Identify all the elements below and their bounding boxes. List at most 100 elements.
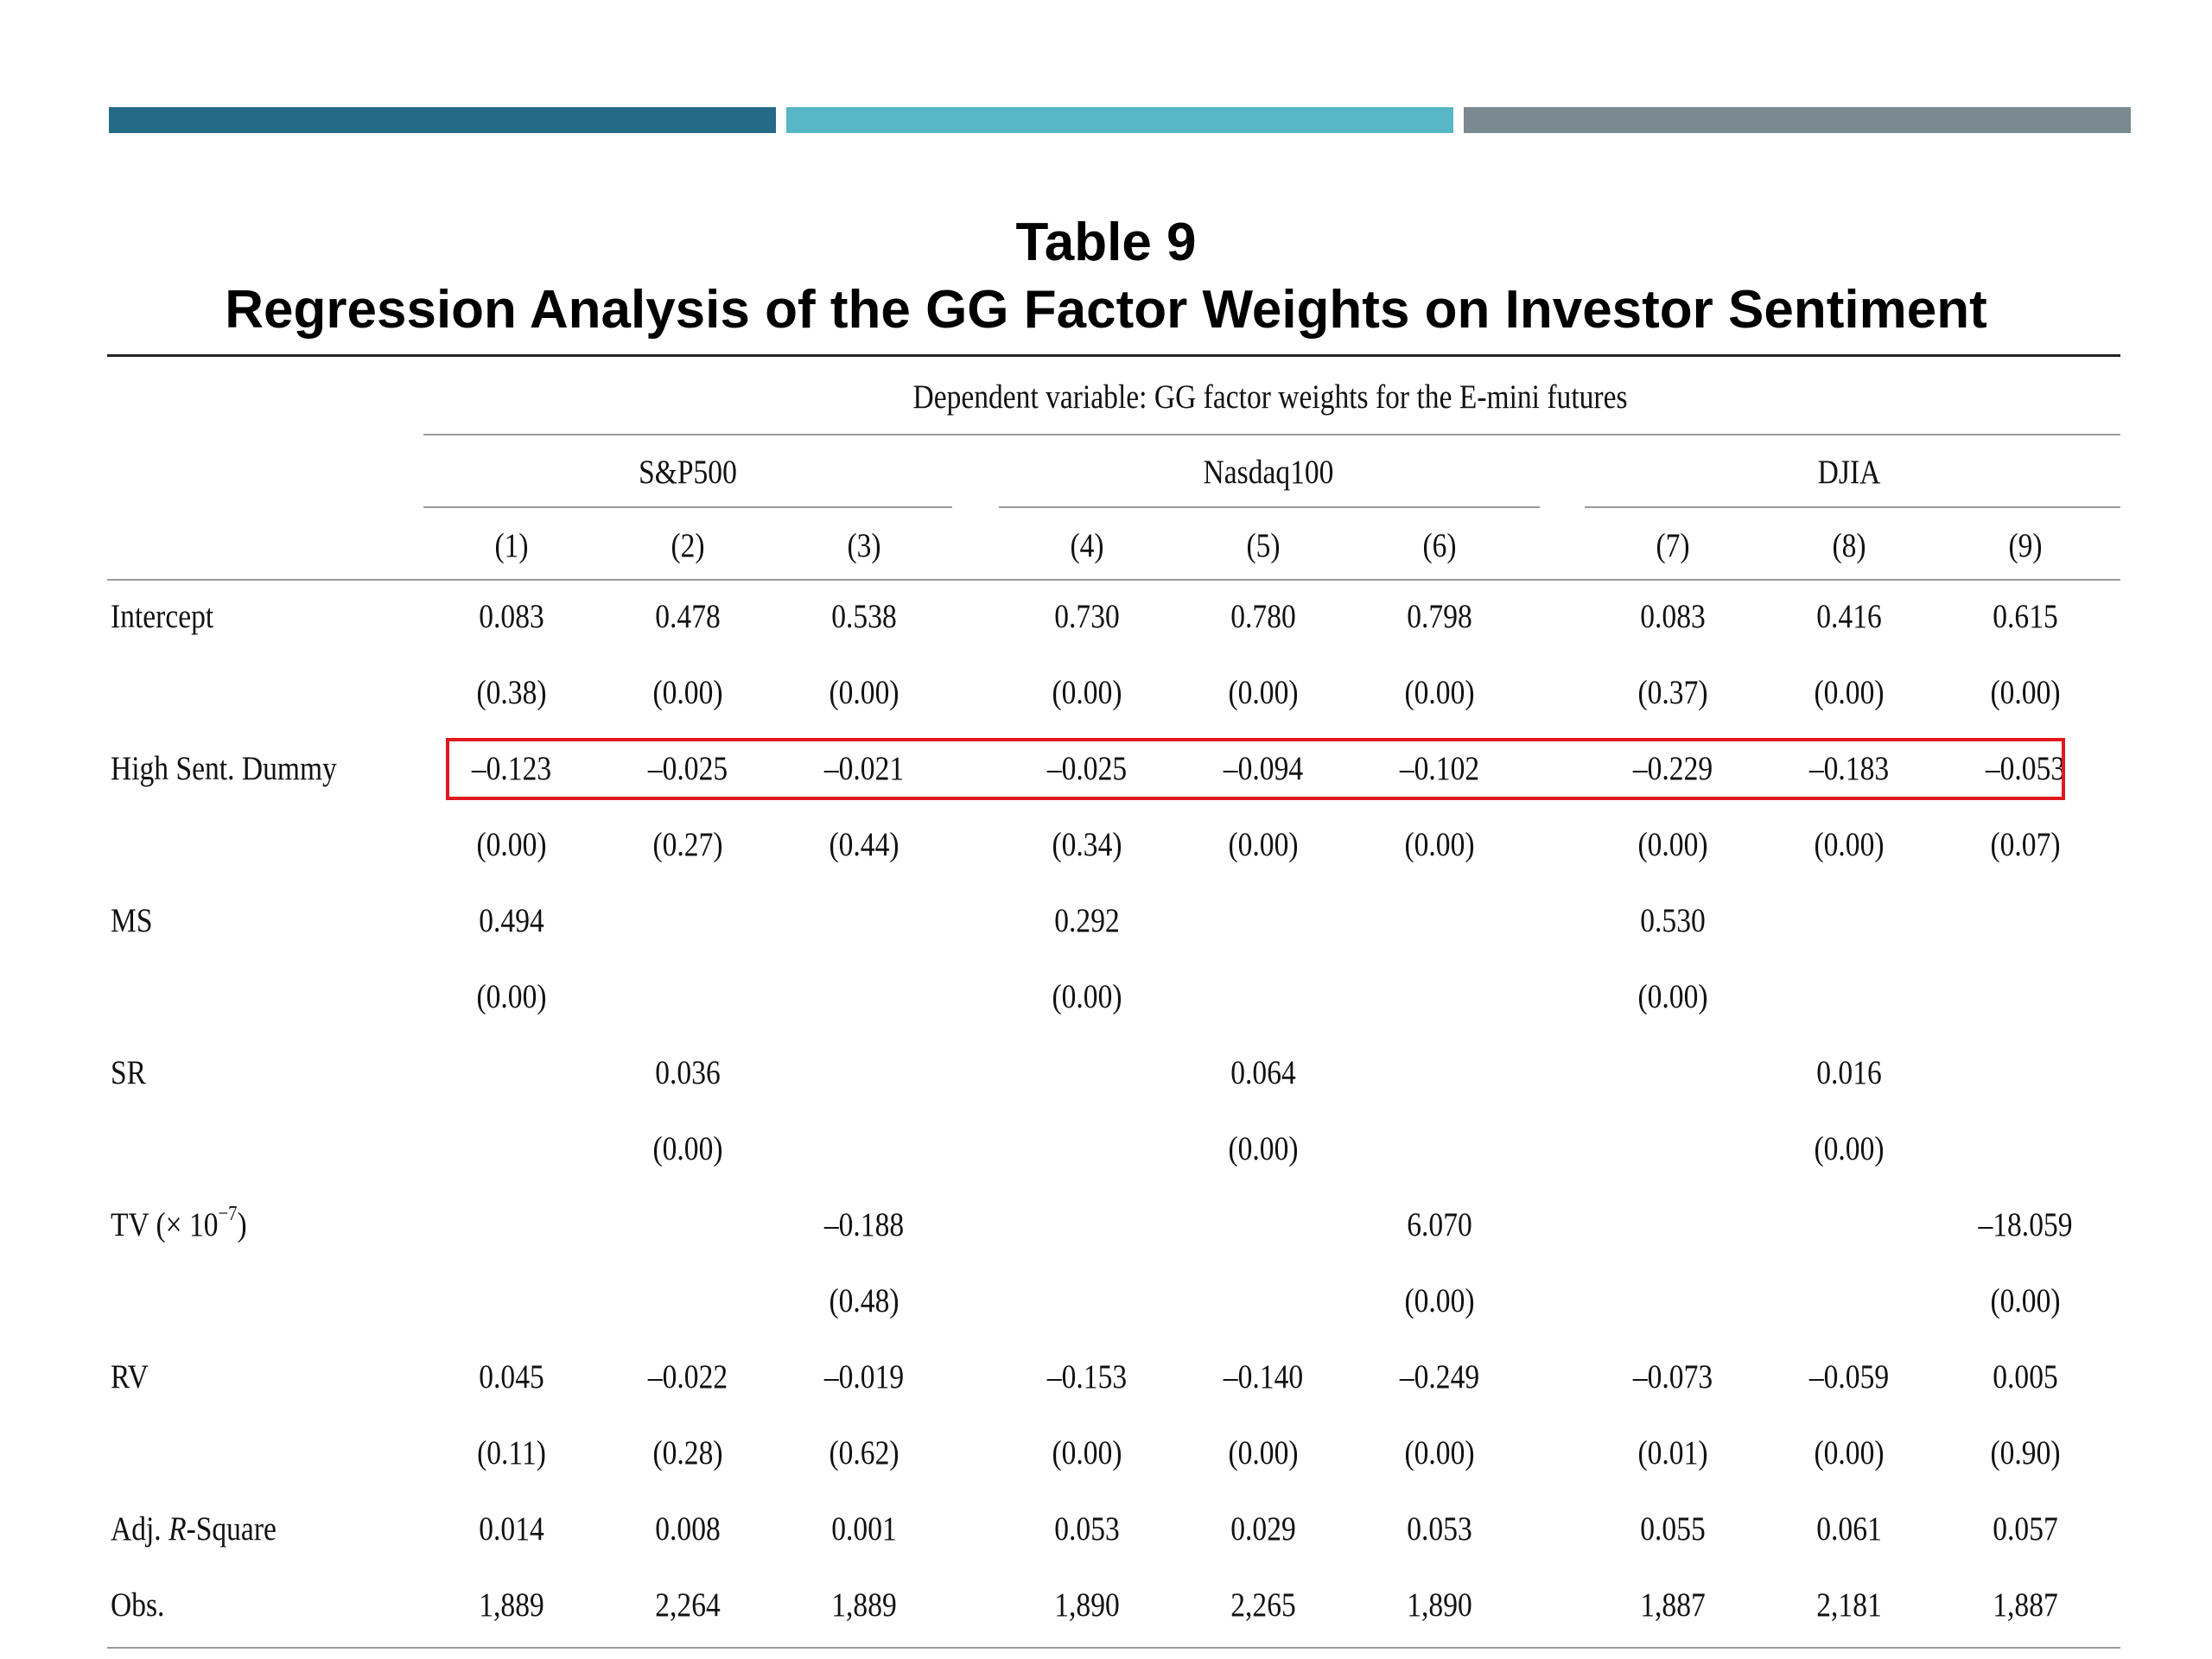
table-cell: (0.00) bbox=[1814, 674, 1885, 711]
row-label-tail: -Square bbox=[186, 1510, 276, 1548]
table-cell: 0.055 bbox=[1640, 1510, 1706, 1548]
table-cell: 0.053 bbox=[1407, 1510, 1472, 1548]
dependent-variable-label: Dependent variable: GG factor weights fo… bbox=[912, 378, 1628, 416]
table-cell: 0.053 bbox=[1054, 1510, 1120, 1548]
table-cell: 6.070 bbox=[1407, 1206, 1472, 1243]
table-cell: (0.00) bbox=[829, 674, 899, 711]
table-cell: –0.188 bbox=[823, 1206, 905, 1243]
table-cell: –0.123 bbox=[471, 750, 552, 787]
table-cell: (0.00) bbox=[1814, 1130, 1885, 1167]
table-cell: –0.019 bbox=[823, 1358, 905, 1395]
table-cell: 0.005 bbox=[1993, 1358, 2058, 1395]
column-header-9: (9) bbox=[2008, 527, 2043, 564]
group-rule-djia bbox=[1585, 506, 2120, 508]
row-label: RV bbox=[111, 1360, 149, 1394]
table-cell: –0.102 bbox=[1399, 750, 1480, 787]
row-label-text: Adj. bbox=[111, 1510, 169, 1548]
header-bar-1 bbox=[109, 107, 776, 133]
table-cell: (0.00) bbox=[1404, 674, 1475, 711]
table-cell: –0.022 bbox=[647, 1358, 728, 1395]
table-cell: (0.62) bbox=[829, 1434, 899, 1471]
page-subtitle: Regression Analysis of the GG Factor Wei… bbox=[225, 280, 1987, 340]
table-cell: 0.538 bbox=[831, 598, 897, 635]
table-cell: 2,181 bbox=[1816, 1586, 1882, 1624]
table-cell: –0.073 bbox=[1632, 1358, 1713, 1395]
row-label-text: Intercept bbox=[111, 598, 214, 635]
table-cell: 0.057 bbox=[1993, 1510, 2058, 1548]
high-sent-dummy-highlight bbox=[446, 738, 2065, 800]
table-cell: 0.036 bbox=[655, 1054, 721, 1091]
table-cell: 0.530 bbox=[1640, 902, 1706, 939]
table-cell: 0.014 bbox=[479, 1510, 544, 1548]
table-cell: 0.730 bbox=[1054, 598, 1120, 635]
column-header-8: (8) bbox=[1832, 527, 1866, 564]
table-cell: (0.34) bbox=[1052, 826, 1122, 863]
table-cell: 2,265 bbox=[1230, 1586, 1296, 1624]
table-cell: –0.183 bbox=[1808, 750, 1890, 787]
table-cell: –0.249 bbox=[1399, 1358, 1480, 1395]
table-cell: (0.00) bbox=[1990, 674, 2061, 711]
table-cell: –18.059 bbox=[1978, 1206, 2073, 1243]
table-cell: (0.00) bbox=[1228, 674, 1299, 711]
table-cell: (0.00) bbox=[1404, 826, 1475, 863]
table-cell: 0.001 bbox=[831, 1510, 897, 1548]
row-label-text: Obs. bbox=[111, 1586, 165, 1624]
table-cell: 0.029 bbox=[1230, 1510, 1296, 1548]
table-cell: 0.494 bbox=[479, 902, 544, 939]
group-label-sp500: S&P500 bbox=[639, 454, 737, 491]
group-label-nasdaq100: Nasdaq100 bbox=[1203, 454, 1334, 491]
table-cell: (0.00) bbox=[1814, 826, 1885, 863]
table-cell: –0.140 bbox=[1223, 1358, 1304, 1395]
table-cell: 0.083 bbox=[1640, 598, 1706, 635]
table-cell: (0.00) bbox=[476, 826, 547, 863]
table-cell: (0.00) bbox=[652, 1130, 723, 1167]
table-cell: 2,264 bbox=[655, 1586, 721, 1624]
table-cell: 1,889 bbox=[831, 1586, 897, 1624]
table-cell: 0.416 bbox=[1816, 598, 1882, 635]
column-header-4: (4) bbox=[1070, 527, 1104, 564]
bottom-rule bbox=[107, 1647, 2120, 1649]
row-label: TV (× 10−7) bbox=[111, 1204, 247, 1242]
row-label: Obs. bbox=[111, 1588, 164, 1622]
table-cell: (0.00) bbox=[1228, 1434, 1299, 1471]
table-cell: (0.00) bbox=[1228, 826, 1299, 863]
page-title: Table 9 bbox=[1015, 213, 1197, 272]
table-cell: 0.061 bbox=[1816, 1510, 1882, 1548]
table-cell: (0.00) bbox=[1637, 978, 1708, 1015]
table-cell: –0.094 bbox=[1223, 750, 1304, 787]
row-label-text: SR bbox=[111, 1054, 147, 1091]
table-cell: (0.28) bbox=[652, 1434, 723, 1471]
table-cell: –0.021 bbox=[823, 750, 905, 787]
row-label: SR bbox=[111, 1056, 146, 1090]
row-label: MS bbox=[111, 904, 152, 938]
table-cell: (0.00) bbox=[1052, 978, 1122, 1015]
table-cell: 0.064 bbox=[1230, 1054, 1296, 1091]
table-cell: –0.053 bbox=[1985, 750, 2066, 787]
table-cell: (0.01) bbox=[1637, 1434, 1708, 1471]
row-label-text: RV bbox=[111, 1358, 149, 1395]
row-label-text: High Sent. Dummy bbox=[111, 750, 337, 787]
table-cell: 0.615 bbox=[1993, 598, 2058, 635]
column-header-5: (5) bbox=[1246, 527, 1281, 564]
row-label-italic: R bbox=[168, 1510, 187, 1548]
group-label-djia: DJIA bbox=[1817, 454, 1881, 491]
table-cell: (0.11) bbox=[477, 1434, 546, 1471]
table-cell: (0.00) bbox=[476, 978, 547, 1015]
header-bar-2 bbox=[786, 107, 1453, 133]
column-header-1: (1) bbox=[494, 527, 529, 564]
column-header-7: (7) bbox=[1656, 527, 1690, 564]
table-cell: (0.00) bbox=[1052, 1434, 1122, 1471]
table-cell: (0.38) bbox=[476, 674, 547, 711]
row-label: High Sent. Dummy bbox=[111, 752, 337, 785]
column-header-2: (2) bbox=[671, 527, 705, 564]
table-cell: 0.478 bbox=[655, 598, 721, 635]
table-cell: 0.292 bbox=[1054, 902, 1120, 939]
table-cell: (0.00) bbox=[1052, 674, 1122, 711]
table-cell: (0.00) bbox=[1637, 826, 1708, 863]
row-label-superscript: −7 bbox=[218, 1203, 238, 1225]
group-rule-nasdaq100 bbox=[999, 506, 1540, 508]
table-cell: (0.00) bbox=[1228, 1130, 1299, 1167]
table-cell: 1,890 bbox=[1054, 1586, 1120, 1624]
header-bar-3 bbox=[1464, 107, 2131, 133]
table-cell: –0.025 bbox=[647, 750, 728, 787]
